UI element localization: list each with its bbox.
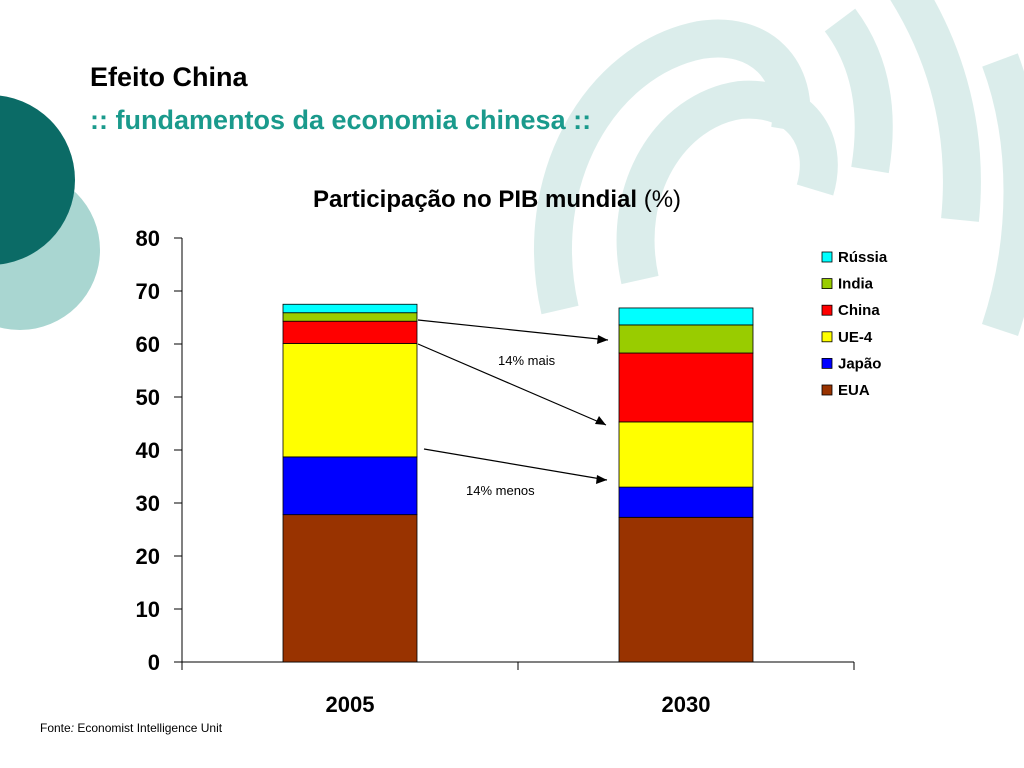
bar-segment-ue-4-2030 (618, 421, 754, 488)
annotation-14-mais: 14% mais (498, 353, 556, 368)
legend-swatch (821, 251, 833, 263)
arrow-head (597, 335, 608, 344)
legend-label: Japão (838, 355, 881, 372)
bar-segment-eua-2005 (282, 514, 418, 663)
source-colon: : (70, 721, 75, 735)
y-tick-label: 10 (136, 597, 160, 622)
bar-segment-r-ssia-2030 (618, 307, 754, 326)
chart-title: Participação no PIB mundial (%) (313, 186, 681, 213)
bar-segment-china-2005 (282, 320, 418, 344)
legend-label: Rússia (838, 249, 888, 266)
slide-subtitle: :: fundamentos da economia chinesa :: (90, 105, 592, 135)
decor-dark-circle (0, 95, 75, 265)
x-category-label: 2030 (662, 692, 711, 717)
source-label: Fonte (40, 721, 71, 735)
y-tick-label: 40 (136, 438, 160, 463)
bar-segment-india-2030 (618, 324, 754, 354)
source-note: Fonte: Economist Intelligence Unit (40, 721, 222, 735)
y-tick-label: 50 (136, 385, 160, 410)
bar-segment-r-ssia-2005 (282, 303, 418, 314)
y-tick-label: 0 (148, 650, 160, 675)
bar-segment-india-2005 (282, 312, 418, 322)
legend-swatch (821, 331, 833, 343)
annotations: 14% mais 14% menos (417, 319, 609, 498)
x-category-label: 2005 (326, 692, 375, 717)
arrow-head (595, 416, 606, 425)
legend-swatch (821, 304, 833, 316)
legend-label: India (838, 276, 874, 293)
bar-segment-eua-2030 (618, 516, 754, 663)
legend-swatch (821, 384, 833, 396)
bar-segment-jap-o-2030 (618, 486, 754, 518)
y-tick-label: 20 (136, 544, 160, 569)
decor-swirls (534, 0, 1024, 337)
annotation-arrow-japan (423, 448, 608, 481)
annotation-arrow-china (417, 319, 609, 341)
legend-swatch (821, 357, 833, 369)
annotation-arrow-ue4 (417, 343, 607, 426)
legend-swatch (821, 278, 833, 290)
legend: Rússia India China UE-4 Japão EUA (821, 249, 888, 399)
slide-title: Efeito China (90, 62, 248, 92)
y-tick-label: 80 (136, 226, 160, 251)
y-tick-label: 30 (136, 491, 160, 516)
legend-label: EUA (838, 382, 870, 399)
source-text: Economist Intelligence Unit (74, 721, 223, 735)
arrow-head (596, 475, 607, 484)
bar-segment-ue-4-2005 (282, 343, 418, 458)
chart-title-main: Participação no PIB mundial (313, 186, 637, 213)
legend-label: China (838, 302, 880, 319)
bar-segment-china-2030 (618, 352, 754, 423)
annotation-14-menos: 14% menos (466, 483, 535, 498)
y-tick-label: 60 (136, 332, 160, 357)
chart-title-unit: (%) (637, 186, 681, 213)
y-tick-label: 70 (136, 279, 160, 304)
bar-segment-jap-o-2005 (282, 456, 418, 516)
legend-label: UE-4 (838, 329, 873, 346)
